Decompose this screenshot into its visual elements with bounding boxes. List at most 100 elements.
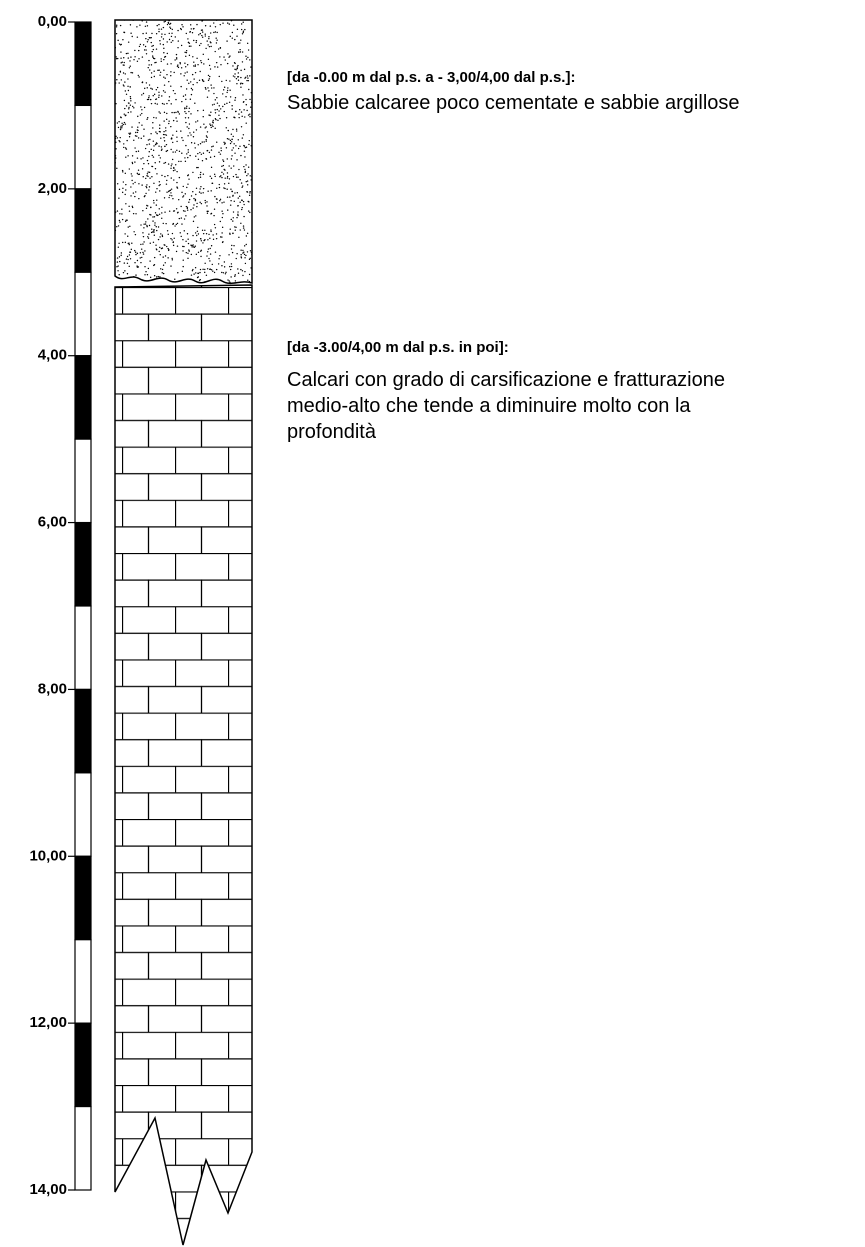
sand-dot <box>186 108 187 109</box>
sand-dot <box>233 245 234 246</box>
sand-dot <box>214 209 215 210</box>
sand-dot <box>189 123 190 124</box>
sand-dot <box>164 176 165 177</box>
sand-dot <box>166 144 167 145</box>
sand-dot <box>238 148 239 149</box>
sand-dot <box>228 56 229 57</box>
sand-dot <box>206 255 207 256</box>
sand-dot <box>158 31 159 32</box>
sand-dot <box>198 177 199 178</box>
sand-dot <box>180 206 181 207</box>
sand-dot <box>208 36 209 37</box>
sand-dot <box>227 209 228 210</box>
sand-dot <box>207 87 208 88</box>
sand-dot <box>214 66 215 67</box>
sand-dot <box>216 238 217 239</box>
sand-dot <box>206 205 207 206</box>
sand-dot <box>170 63 171 64</box>
sand-dot <box>153 156 154 157</box>
sand-dot <box>226 103 227 104</box>
sand-dot <box>196 235 197 236</box>
sand-dot <box>243 216 244 217</box>
sand-dot <box>229 55 230 56</box>
sand-dot <box>199 45 200 46</box>
sand-dot <box>145 186 146 187</box>
sand-dot <box>115 283 116 284</box>
sand-dot <box>246 58 247 59</box>
sand-dot <box>116 226 117 227</box>
sand-dot <box>233 25 234 26</box>
sand-dot <box>185 117 186 118</box>
sand-dot <box>179 218 180 219</box>
sand-dot <box>146 21 147 22</box>
sand-dot <box>200 238 201 239</box>
sand-dot <box>213 87 214 88</box>
sand-dot <box>242 61 243 62</box>
sand-dot <box>170 126 171 127</box>
sand-dot <box>201 154 202 155</box>
sand-dot <box>123 72 124 73</box>
sand-dot <box>205 139 206 140</box>
sand-dot <box>180 232 181 233</box>
sand-dot <box>214 104 215 105</box>
sand-dot <box>129 136 130 137</box>
sand-dot <box>221 150 222 151</box>
sand-dot <box>206 275 207 276</box>
sand-dot <box>200 250 201 251</box>
sand-dot <box>232 108 233 109</box>
sand-dot <box>216 39 217 40</box>
sand-dot <box>210 84 211 85</box>
sand-dot <box>249 140 250 141</box>
sand-dot <box>154 94 155 95</box>
sand-dot <box>210 46 211 47</box>
sand-dot <box>161 248 162 249</box>
sand-dot <box>249 274 250 275</box>
sand-dot <box>128 41 129 42</box>
sand-dot <box>158 69 159 70</box>
sand-dot <box>151 33 152 34</box>
sand-dot <box>200 33 201 34</box>
sand-dot <box>247 57 248 58</box>
sand-dot <box>170 192 171 193</box>
sand-dot <box>165 77 166 78</box>
sand-dot <box>182 196 183 197</box>
sand-dot <box>186 71 187 72</box>
sand-dot <box>132 36 133 37</box>
sand-dot <box>237 68 238 69</box>
sand-dot <box>218 152 219 153</box>
sand-dot <box>219 118 220 119</box>
sand-dot <box>242 207 243 208</box>
sand-dot <box>126 220 127 221</box>
sand-dot <box>223 201 224 202</box>
sand-dot <box>158 155 159 156</box>
sand-dot <box>148 97 149 98</box>
sand-dot <box>202 79 203 80</box>
sand-dot <box>151 149 152 150</box>
sand-dot <box>120 255 121 256</box>
sand-dot <box>168 249 169 250</box>
sand-dot <box>195 215 196 216</box>
sand-dot <box>140 224 141 225</box>
sand-dot <box>132 163 133 164</box>
sand-dot <box>239 179 240 180</box>
scale-label: 14,00 <box>29 1181 67 1198</box>
sand-dot <box>147 25 148 26</box>
sand-dot <box>249 116 250 117</box>
sand-dot <box>227 22 228 23</box>
sand-dot <box>188 202 189 203</box>
sand-dot <box>134 50 135 51</box>
sand-dot <box>147 160 148 161</box>
sand-dot <box>137 36 138 37</box>
sand-dot <box>216 32 217 33</box>
sand-dot <box>134 102 135 103</box>
sand-dot <box>163 256 164 257</box>
sand-dot <box>149 177 150 178</box>
sand-dot <box>230 229 231 230</box>
sand-dot <box>133 192 134 193</box>
sand-dot <box>171 112 172 113</box>
sand-dot <box>124 122 125 123</box>
sand-dot <box>218 283 219 284</box>
sand-dot <box>136 151 137 152</box>
sand-dot <box>197 64 198 65</box>
sand-dot <box>199 71 200 72</box>
